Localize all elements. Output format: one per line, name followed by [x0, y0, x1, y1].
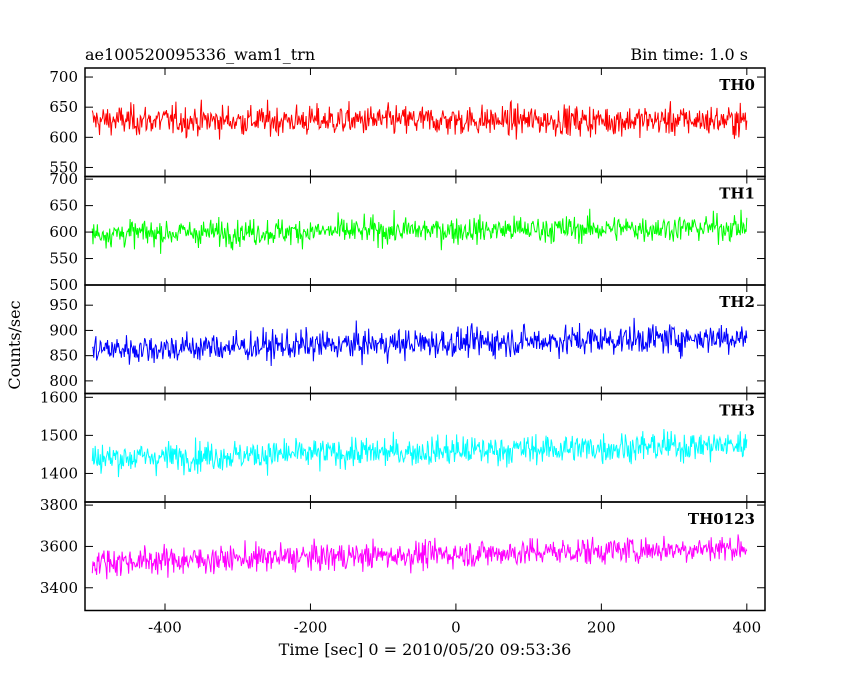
y-tick-label: 3400	[40, 579, 78, 597]
series-line-th1	[91, 208, 748, 254]
y-tick-label: 650	[49, 98, 78, 116]
x-tick-label: -200	[294, 619, 328, 637]
y-tick-label: 850	[49, 347, 78, 365]
panel-label: TH1	[719, 185, 755, 203]
bin-time-label: Bin time: 1.0 s	[630, 45, 748, 64]
panel-label: TH0	[719, 76, 755, 94]
panel-th0: 550 600 650 700 TH0	[49, 67, 766, 178]
y-tick-label: 550	[49, 158, 78, 176]
y-tick-label: 550	[49, 250, 78, 268]
panel-label: TH2	[719, 293, 755, 311]
y-tick-label: 600	[49, 128, 78, 146]
y-tick-label: 700	[49, 68, 78, 86]
panel-label: TH0123	[688, 510, 755, 528]
panel-frame	[84, 501, 766, 612]
panels: 550 600 650 700 TH0 500 550 600 650 700 TH1 800 850 9…	[40, 67, 766, 612]
y-tick-label: 900	[49, 321, 78, 339]
y-tick-label: 600	[49, 223, 78, 241]
panel-th1: 500 550 600 650 700 TH1	[49, 170, 766, 294]
y-tick-label: 800	[49, 372, 78, 390]
series-line-th0	[91, 99, 748, 140]
x-tick-label: 400	[732, 619, 761, 637]
panel-label: TH3	[719, 402, 755, 420]
y-tick-label: 700	[49, 170, 78, 188]
x-tick-label: -400	[148, 619, 182, 637]
x-tick-label: 0	[451, 619, 461, 637]
x-tick-label: 200	[587, 619, 616, 637]
y-tick-label: 950	[49, 296, 78, 314]
panel-th3: 1400 1500 1600 TH3	[40, 388, 766, 503]
series-line-th2	[92, 317, 748, 366]
y-tick-label: 1600	[40, 388, 78, 406]
panel-th2: 800 850 900 950 TH2	[49, 284, 766, 395]
y-tick-label: 650	[49, 197, 78, 215]
y-tick-label: 3800	[40, 496, 78, 514]
chart-title: ae100520095336_wam1_trn	[85, 45, 315, 64]
panel-th0123: 3400 3600 3800 TH0123	[40, 496, 766, 612]
y-tick-label: 1400	[40, 464, 78, 482]
y-tick-label: 1500	[40, 426, 78, 444]
x-axis: -400 -200 0 200 400	[148, 619, 761, 637]
series-line-th3	[91, 429, 748, 478]
series-line-th0123	[91, 534, 748, 580]
y-axis-label: Counts/sec	[5, 300, 24, 389]
y-tick-label: 3600	[40, 537, 78, 555]
x-axis-label: Time [sec] 0 = 2010/05/20 09:53:36	[279, 640, 572, 659]
y-tick-label: 500	[49, 276, 78, 294]
